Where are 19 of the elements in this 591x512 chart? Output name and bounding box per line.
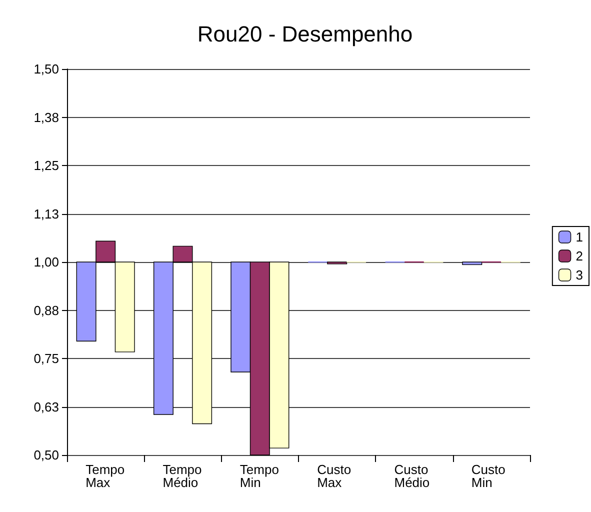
x-tick-label: Tempo Médio xyxy=(162,462,202,490)
chart-title: Rou20 - Desempenho xyxy=(197,22,413,46)
y-tick-label: 1,00 xyxy=(34,254,59,270)
y-tick-label: 1,13 xyxy=(34,206,59,222)
x-tick-label: Tempo Max xyxy=(86,462,125,490)
y-tick-label: 1,38 xyxy=(34,110,59,125)
legend-label: 1 xyxy=(576,230,584,244)
y-tick-label: 1,50 xyxy=(34,62,59,76)
x-tick-label: Custo Min xyxy=(471,462,506,490)
legend-label: 3 xyxy=(576,268,584,282)
x-tick-label: Custo Médio xyxy=(394,462,430,490)
y-tick-label: 1,25 xyxy=(34,158,59,173)
y-tick-label: 0,63 xyxy=(34,399,59,414)
y-tick-label: 0,88 xyxy=(34,302,59,318)
y-tick-label: 0,75 xyxy=(34,351,59,366)
legend-label: 2 xyxy=(576,248,584,264)
y-tick-label: 0,50 xyxy=(34,448,59,462)
x-tick-label: Tempo Min xyxy=(240,462,279,490)
x-tick-label: Custo Max xyxy=(317,462,352,490)
